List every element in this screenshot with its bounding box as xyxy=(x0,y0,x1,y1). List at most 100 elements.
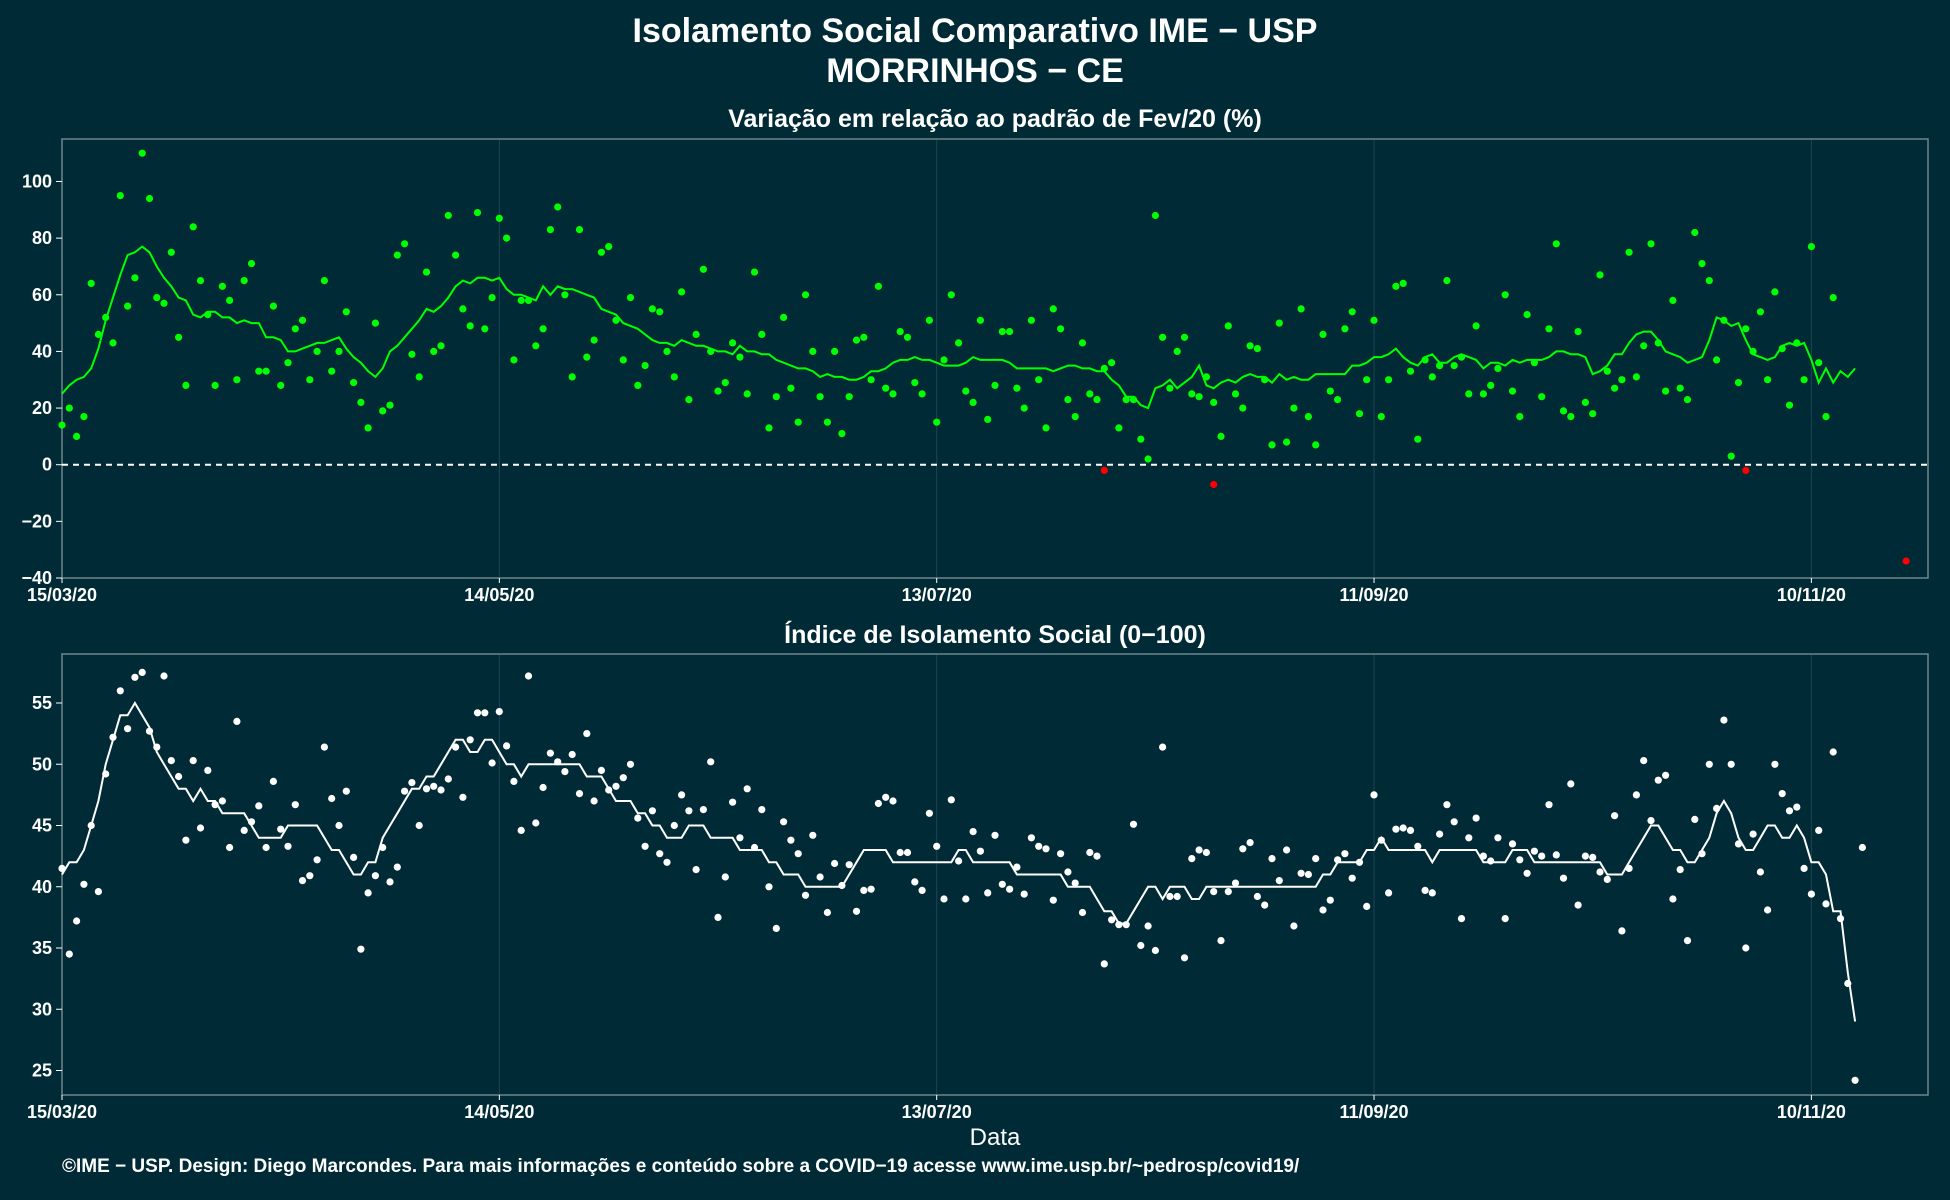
data-point xyxy=(1611,812,1619,820)
data-point xyxy=(1705,760,1713,768)
data-point xyxy=(692,330,700,338)
data-point xyxy=(1166,892,1174,901)
data-point xyxy=(466,322,474,330)
data-point xyxy=(1049,896,1057,904)
data-point xyxy=(1844,979,1852,988)
data-point xyxy=(583,353,591,361)
data-point xyxy=(816,873,824,881)
data-point xyxy=(1159,743,1167,751)
data-point xyxy=(699,265,708,273)
data-point xyxy=(1363,376,1371,384)
data-point xyxy=(1414,842,1422,850)
data-point xyxy=(218,797,226,805)
data-point xyxy=(874,282,883,290)
data-point xyxy=(1581,398,1589,406)
data-point xyxy=(247,260,256,268)
data-point xyxy=(240,277,248,285)
data-point xyxy=(1326,896,1334,904)
data-point xyxy=(1749,830,1757,838)
data-point xyxy=(524,672,533,680)
data-point xyxy=(1210,888,1218,896)
data-point xyxy=(1319,906,1327,914)
data-point xyxy=(1057,325,1065,333)
data-point xyxy=(648,807,657,815)
data-point xyxy=(539,325,547,333)
data-point xyxy=(1159,333,1167,341)
data-point xyxy=(1764,906,1772,914)
data-point xyxy=(612,782,620,790)
data-point xyxy=(1421,886,1429,895)
data-point xyxy=(626,294,635,302)
data-point xyxy=(1625,248,1633,256)
data-point xyxy=(306,872,314,880)
data-point xyxy=(685,396,693,404)
data-point xyxy=(1479,390,1487,398)
data-point xyxy=(663,858,671,866)
data-point xyxy=(896,848,904,857)
data-point xyxy=(1319,330,1327,338)
data-point xyxy=(678,791,686,799)
data-point xyxy=(780,818,788,826)
data-point xyxy=(845,861,853,869)
y-tick-label: −20 xyxy=(21,511,52,531)
data-point xyxy=(1049,305,1057,313)
x-tick-label: 14/05/20 xyxy=(464,1102,534,1122)
data-point xyxy=(1406,826,1415,835)
data-point xyxy=(1275,877,1283,885)
data-point xyxy=(255,802,263,810)
x-tick-label: 14/05/20 xyxy=(464,585,534,605)
data-point xyxy=(116,192,124,200)
data-point xyxy=(1377,836,1385,844)
data-point xyxy=(415,821,423,830)
data-point xyxy=(1166,384,1174,392)
data-point xyxy=(882,793,890,801)
data-point xyxy=(167,757,175,765)
data-point xyxy=(626,760,635,768)
data-point xyxy=(889,797,897,805)
data-point xyxy=(1800,864,1808,873)
data-point xyxy=(1603,875,1611,884)
data-point xyxy=(1771,760,1779,768)
data-point xyxy=(1363,902,1371,911)
data-point xyxy=(517,826,525,835)
data-point xyxy=(867,376,875,384)
panel-title: Variação em relação ao padrão de Fev/20 … xyxy=(728,105,1262,133)
data-point xyxy=(1713,356,1721,364)
data-point xyxy=(612,316,620,324)
data-point xyxy=(291,801,299,809)
data-point xyxy=(772,924,780,933)
data-point xyxy=(65,404,73,412)
data-point xyxy=(306,376,314,384)
data-point xyxy=(320,743,328,751)
y-tick-label: 0 xyxy=(42,455,52,475)
data-point xyxy=(590,336,598,344)
data-point xyxy=(1574,901,1582,909)
data-point xyxy=(1807,890,1815,898)
data-point xyxy=(1129,396,1138,404)
data-point xyxy=(969,398,977,406)
data-point xyxy=(1487,381,1495,389)
y-tick-label: 55 xyxy=(32,693,52,713)
data-point xyxy=(736,834,744,842)
x-axis-title: Data xyxy=(970,1124,1021,1151)
data-point xyxy=(277,381,285,389)
data-point xyxy=(955,339,963,347)
data-point xyxy=(1283,846,1291,854)
data-point xyxy=(1304,413,1312,421)
data-point xyxy=(109,339,117,347)
data-point xyxy=(962,895,970,903)
data-point xyxy=(452,743,460,751)
data-point xyxy=(160,299,168,307)
data-point xyxy=(991,831,999,839)
data-point xyxy=(1355,858,1364,866)
data-point xyxy=(1538,393,1546,401)
data-point xyxy=(692,866,700,874)
x-tick-label: 13/07/20 xyxy=(902,585,972,605)
data-point xyxy=(342,308,350,316)
data-point xyxy=(1312,441,1320,449)
data-point xyxy=(809,831,817,839)
data-point xyxy=(1778,790,1786,798)
data-point xyxy=(459,305,467,313)
data-point xyxy=(1428,889,1436,897)
data-point xyxy=(1246,342,1254,350)
